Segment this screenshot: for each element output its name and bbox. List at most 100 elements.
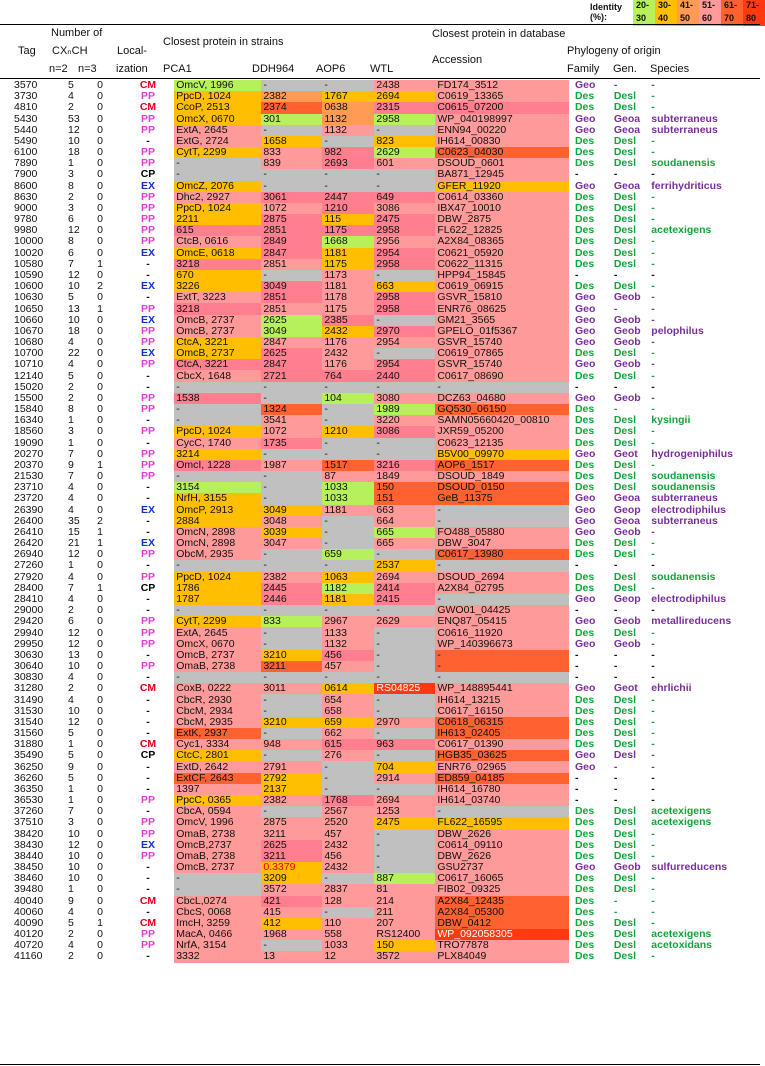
n3-count-cell: 0	[97, 426, 103, 438]
family-cell: -	[574, 772, 579, 784]
n2-count-cell: 1	[67, 158, 74, 170]
pca1-cell: -	[174, 169, 262, 181]
ddh964-cell: 2625	[261, 314, 323, 326]
n3-count-cell: 0	[97, 370, 103, 382]
family-cell: Des	[574, 415, 595, 427]
species-cell: acetexigens	[651, 929, 712, 941]
localization-cell: -	[146, 727, 150, 740]
localization-cell: PP	[140, 325, 155, 337]
pca1-cell: OmcN, 2898	[174, 526, 262, 539]
ddh964-cell: 2791	[261, 761, 323, 773]
aop6-cell: 1181	[322, 593, 375, 606]
table-header: Tag Number of CXₙCH n=2 n=3 Local- izati…	[0, 24, 765, 80]
genus-cell: Geot	[613, 448, 638, 460]
header-n3: n=3	[78, 63, 97, 75]
table-row: 29940 12 0 PP ExtA, 2645-1133- C0616_11920 Des…	[0, 627, 765, 639]
table-row: 40120 2 0 PP MacA, 0466 1968 558 RS12400 WP_0920…	[0, 929, 765, 941]
n2-count-cell: 5	[67, 292, 74, 304]
ddh964-cell: -	[261, 638, 323, 650]
aop6-cell: -	[322, 672, 375, 684]
genus-cell: Geob	[613, 359, 641, 371]
species-cell: -	[651, 761, 655, 773]
n3-count-cell: 0	[97, 247, 103, 259]
wtl-cell: 207	[374, 917, 436, 930]
table-row: 29000 2 0- - - - - GWO01_04425- - -	[0, 605, 765, 617]
wtl-cell: 2958	[374, 225, 436, 237]
ddh964-cell: 2382	[261, 91, 323, 103]
accession-cell: -	[435, 515, 569, 527]
tag-cell: 21530	[14, 471, 44, 483]
accession-cell: DBW_3047	[435, 538, 569, 550]
ddh964-cell: 3541	[261, 415, 323, 427]
pca1-cell: CtcC, 2801	[174, 750, 262, 762]
ddh964-cell: 2382	[261, 571, 323, 583]
aop6-cell: 982	[322, 147, 375, 159]
accession-cell: IH613_02405	[435, 727, 569, 740]
aop6-cell: 1768	[322, 795, 375, 807]
n2-count-cell: 10	[67, 850, 80, 862]
wtl-cell: -	[374, 727, 436, 740]
tag-cell: 38460	[14, 873, 44, 885]
family-cell: Geo	[574, 292, 596, 304]
wtl-cell: -	[374, 850, 436, 863]
n2-count-cell: 1	[67, 560, 74, 572]
wtl-cell: 1849	[374, 471, 436, 483]
n3-count-cell: 0	[97, 605, 103, 617]
tag-cell: 12140	[14, 370, 44, 382]
table-row: 10670 18 0 PP OmcB, 2737 3049 2432 2970 GPELO_01…	[0, 325, 765, 337]
table-row: 8630 2 0 PP Dhc2, 2927 3061 2447 649 C0614_03360…	[0, 191, 765, 203]
tag-cell: 38440	[14, 850, 44, 862]
species-cell: -	[651, 906, 655, 918]
family-cell: Geo	[574, 526, 596, 538]
header-n2: n=2	[49, 63, 68, 75]
localization-cell: PP	[140, 426, 155, 438]
tag-cell: 36530	[14, 795, 44, 807]
aop6-cell: 1181	[322, 247, 375, 259]
localization-cell: PP	[140, 113, 155, 125]
table-row: 10590 12 0-670-1173- HPP94_15845- - -	[0, 269, 765, 282]
n3-count-cell: 0	[97, 828, 103, 840]
ddh964-cell: 1987	[261, 459, 323, 472]
table-row: 20370 9 1 PP OmcI, 1228 1987 1517 3216 AOP6_1517…	[0, 459, 765, 472]
genus-cell: Desl	[613, 426, 636, 438]
localization-cell: -	[146, 649, 150, 661]
localization-cell: PP	[140, 158, 155, 170]
genus-cell: Geoa	[613, 124, 641, 136]
table-bottom-rule	[0, 1064, 760, 1065]
tag-cell: 10020	[14, 247, 44, 259]
aop6-cell: 12	[322, 951, 375, 963]
table-row: 39480 1 0- -3572 2837 81 FIB02_09325 Des Desl -	[0, 884, 765, 896]
table-row: 16340 1 0- -3541-3220 SAMN05660420_00810 Des D…	[0, 415, 765, 427]
cytochrome-table: 3570 5 0 CM OmcV, 1996- -2438 FD174_3512 Geo - -3…	[0, 80, 765, 963]
accession-cell: GSU2737	[435, 862, 569, 874]
table-row: 41160 2 0 - 3332 13 12 3572 PLX84049 Des Desl -	[0, 951, 765, 963]
tag-cell: 27260	[14, 560, 44, 572]
ddh964-cell: 13	[261, 951, 323, 963]
localization-cell: -	[146, 292, 150, 304]
species-cell: -	[651, 694, 655, 706]
aop6-cell: 615	[322, 739, 375, 751]
genus-cell: Geob	[613, 392, 641, 404]
wtl-cell: RS12400	[374, 929, 436, 941]
family-cell: Geo	[574, 359, 596, 371]
accession-cell: DBW_2875	[435, 214, 569, 226]
genus-cell: Desl	[613, 348, 636, 360]
accession-cell: GSVR_15810	[435, 292, 569, 304]
n2-count-cell: 4	[67, 593, 74, 605]
n3-count-cell: 0	[97, 739, 103, 751]
family-cell: Des	[574, 158, 595, 170]
wtl-cell: 3086	[374, 202, 436, 215]
species-cell: -	[651, 839, 655, 851]
n2-count-cell: 7	[67, 471, 74, 483]
aop6-cell: 1517	[322, 459, 375, 472]
species-cell: -	[651, 258, 655, 270]
wtl-cell: -	[374, 649, 436, 661]
tag-cell: 36260	[14, 772, 44, 784]
ddh964-cell: 3210	[261, 716, 323, 728]
pca1-cell: 2211	[174, 214, 262, 226]
genus-cell: Desl	[613, 437, 636, 449]
table-row: 15840 8 0 PP -1324-1989 GQ530_06150 Des - -	[0, 403, 765, 416]
ddh964-cell: -	[261, 80, 323, 92]
n2-count-cell: 9	[67, 895, 74, 907]
pca1-cell: 3332	[174, 951, 262, 963]
